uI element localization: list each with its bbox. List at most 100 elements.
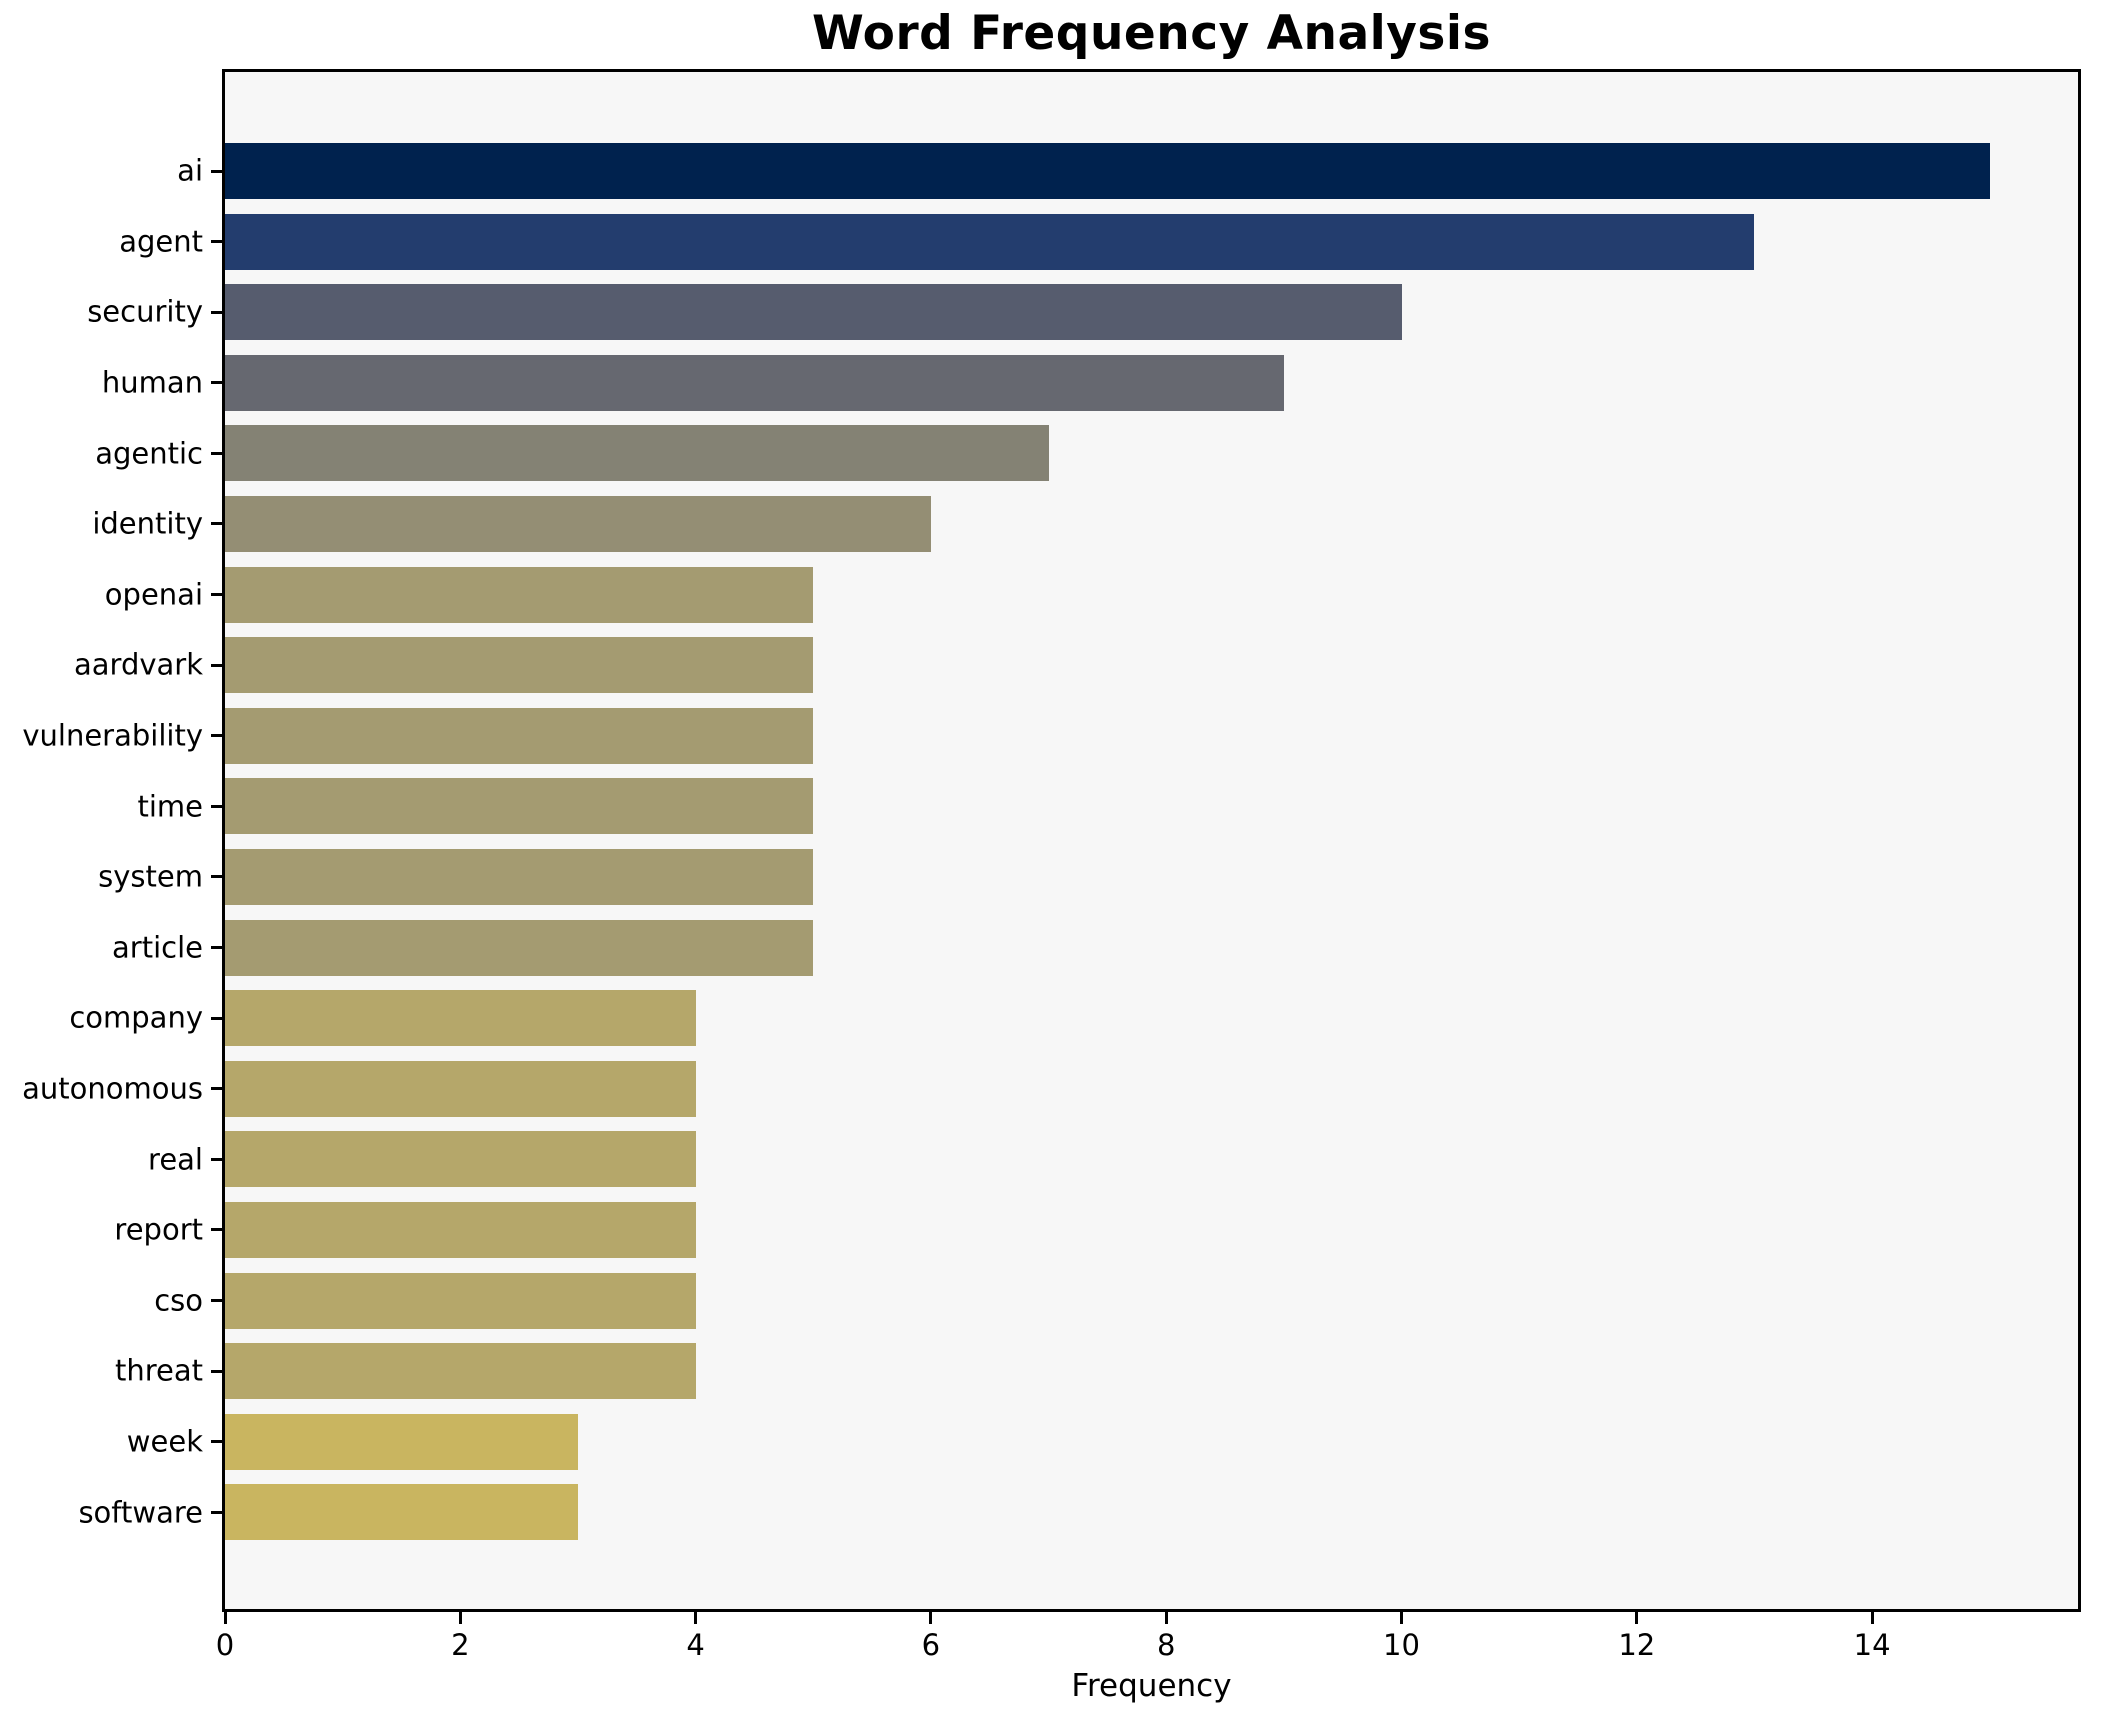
y-tick-label: agentic: [95, 435, 203, 470]
x-axis-label: Frequency: [1071, 1668, 1232, 1704]
y-tick-label: agent: [119, 224, 203, 259]
bar-row: vulnerability: [22, 701, 2078, 772]
y-tick-mark: [211, 1087, 222, 1091]
x-tick-label: 4: [686, 1628, 705, 1662]
x-tick-mark: [1400, 1612, 1403, 1624]
y-tick-mark: [211, 1228, 222, 1232]
bar-row: ai: [177, 136, 2078, 207]
x-tick-label: 10: [1383, 1628, 1420, 1662]
x-tick-mark: [458, 1612, 462, 1624]
bar-row: human: [102, 348, 2078, 419]
x-tick-label: 0: [215, 1628, 235, 1662]
x-tick-mark: [1635, 1612, 1639, 1624]
y-tick-mark: [211, 169, 222, 173]
x-tick-mark: [929, 1612, 933, 1624]
bar: [225, 848, 814, 905]
x-tick-label: 14: [1853, 1628, 1891, 1662]
bar-row: agentic: [95, 418, 2078, 489]
bar: [225, 1272, 696, 1329]
y-tick-label: software: [78, 1494, 203, 1529]
plot-area: ai agent security human agentic identity opena…: [22, 69, 2081, 1612]
y-tick-mark: [211, 240, 222, 244]
bar: [225, 566, 814, 623]
y-tick-mark: [211, 663, 222, 667]
bar: [225, 1343, 696, 1400]
y-tick-mark: [211, 734, 222, 738]
x-tick-mark: [1870, 1612, 1874, 1624]
bar-row: agent: [119, 207, 2078, 278]
x-tick-mark: [223, 1612, 227, 1624]
y-tick-mark: [211, 946, 222, 950]
bar-row: company: [69, 983, 2078, 1054]
bar-row: autonomous: [22, 1054, 2078, 1125]
y-tick-label: human: [101, 365, 203, 400]
y-tick-mark: [211, 593, 222, 597]
y-tick-label: identity: [92, 506, 203, 541]
bar-row: identity: [92, 489, 2078, 560]
bar-rows-container: ai agent security human agentic identity opena…: [22, 72, 2078, 1548]
y-tick-label: vulnerability: [22, 718, 203, 753]
y-tick-mark: [211, 1299, 222, 1302]
y-tick-mark: [211, 804, 222, 808]
y-tick-mark: [211, 310, 222, 314]
bar-row: openai: [105, 560, 2078, 631]
y-tick-label: threat: [114, 1353, 203, 1388]
bar: [225, 919, 814, 976]
y-tick-label: report: [114, 1212, 203, 1247]
y-tick-label: company: [69, 1000, 203, 1035]
x-tick-label: 6: [921, 1628, 941, 1662]
y-tick-mark: [211, 1510, 222, 1514]
y-tick-mark: [211, 1157, 222, 1161]
y-tick-label: time: [137, 788, 203, 823]
y-tick-label: real: [148, 1141, 203, 1176]
bar-row: system: [98, 842, 2078, 913]
bar: [225, 707, 814, 764]
bar: [225, 1131, 696, 1188]
y-tick-label: system: [98, 859, 203, 894]
bar-row: cso: [154, 1266, 2078, 1337]
x-axis-ticks: 0 2 4 6 8 10 12 14: [216, 1612, 2078, 1672]
y-tick-label: autonomous: [22, 1071, 203, 1106]
bar-row: threat: [115, 1336, 2078, 1407]
y-tick-label: openai: [104, 577, 203, 612]
y-tick-mark: [211, 522, 222, 526]
x-tick-mark: [1164, 1612, 1168, 1624]
bar-row: time: [137, 771, 2078, 842]
y-tick-label: article: [112, 930, 203, 965]
bar: [225, 1060, 696, 1117]
y-tick-mark: [211, 1016, 222, 1020]
y-tick-label: security: [87, 294, 203, 329]
bar: [225, 778, 814, 835]
bar-row: aardvark: [74, 630, 2078, 701]
x-tick-label: 12: [1618, 1628, 1656, 1662]
y-tick-label: aardvark: [73, 647, 203, 682]
y-tick-label: week: [126, 1424, 203, 1459]
y-tick-label: cso: [154, 1283, 203, 1318]
y-tick-label: ai: [177, 153, 203, 188]
y-tick-mark: [211, 1369, 222, 1373]
y-tick-mark: [211, 451, 222, 455]
bar: [225, 990, 696, 1047]
bar: [225, 1201, 696, 1258]
x-tick-mark: [694, 1612, 698, 1624]
bar: [225, 284, 1402, 341]
bar: [225, 143, 1990, 199]
chart-title: Word Frequency Analysis: [812, 6, 1491, 61]
y-tick-mark: [211, 381, 222, 385]
y-tick-mark: [211, 1440, 222, 1444]
bar: [225, 495, 931, 552]
bar-row: software: [78, 1477, 2078, 1548]
y-tick-mark: [211, 875, 222, 879]
bar: [225, 1413, 578, 1470]
x-tick-label: 8: [1156, 1628, 1176, 1662]
bar-row: report: [114, 1195, 2078, 1266]
bar: [225, 1484, 578, 1541]
bar: [225, 637, 814, 694]
bar-row: week: [127, 1407, 2078, 1478]
x-tick-label: 2: [451, 1628, 470, 1662]
bar: [225, 425, 1049, 482]
bar-row: real: [148, 1124, 2078, 1195]
bar-row: security: [87, 277, 2078, 348]
bar-row: article: [112, 913, 2078, 984]
